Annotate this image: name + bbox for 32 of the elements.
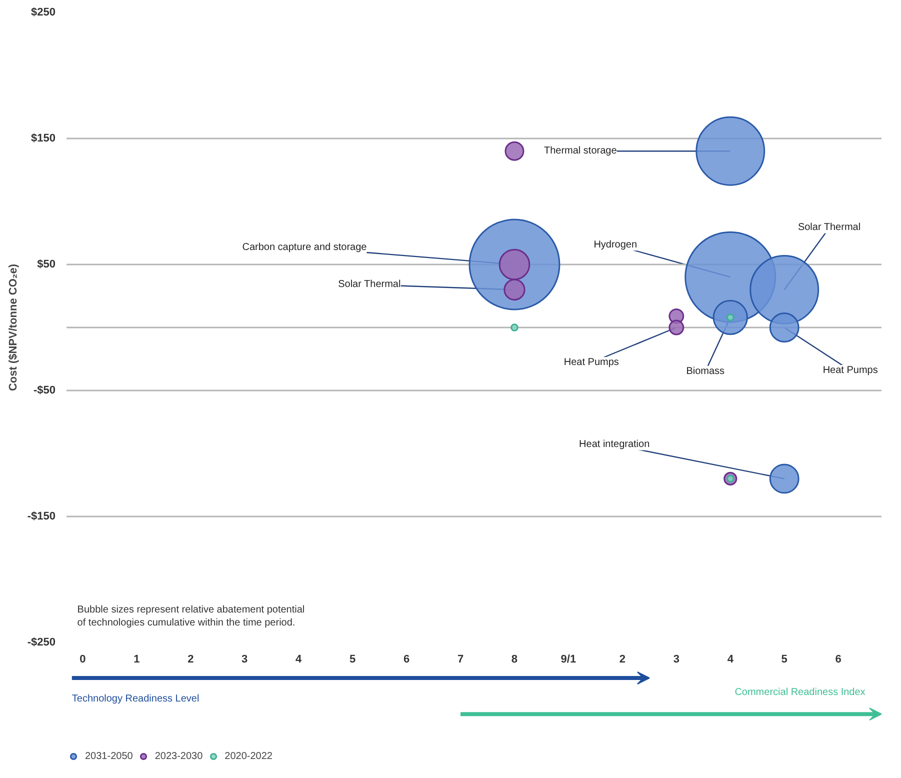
annotation: Biomass	[686, 366, 725, 377]
y-tick-label: -$150	[27, 510, 56, 522]
y-tick-label: -$250	[27, 636, 56, 648]
annotation: Heat Pumps	[564, 357, 619, 368]
annotation: Solar Thermal	[338, 279, 401, 290]
y-axis-title: Cost ($NPV/tonne CO₂e)	[7, 264, 20, 392]
y-tick-label: $150	[31, 132, 56, 144]
x-tick-label: 1	[134, 654, 140, 666]
x-tick-label: 4	[296, 654, 303, 666]
annotation: Carbon capture and storage	[242, 242, 368, 253]
annotation: Heat integration	[579, 439, 650, 450]
annotation: Bubble sizes represent relative abatement potential of technologies cumulative within the time period.	[77, 604, 305, 628]
annotation: Hydrogen	[594, 240, 638, 251]
text: Technology Readiness Level	[72, 693, 200, 704]
annotation: Thermal storage	[544, 146, 618, 157]
x-tick-label: 6	[403, 654, 410, 666]
legend-label: 2020-2022	[224, 750, 272, 762]
y-tick-label: -$50	[33, 384, 56, 396]
y-tick-label: $250	[31, 6, 56, 18]
annotation: Solar Thermal	[798, 222, 861, 234]
x-tick-label: 9/1	[560, 654, 576, 666]
x-tick-label: 8	[511, 654, 518, 666]
legend-label: 2031-2050	[85, 750, 133, 762]
x-tick-label: 2	[188, 654, 194, 666]
x-tick-label: 7	[457, 654, 464, 666]
x-tick-label: 3	[242, 654, 248, 666]
annotation: Heat Pumps	[822, 365, 878, 376]
x-tick-label: 5	[350, 654, 356, 666]
y-tick-label: $50	[37, 258, 56, 270]
text: Commercial Readiness Index	[734, 686, 866, 698]
x-tick-label: 0	[80, 654, 86, 666]
legend-label: 2023-2030	[154, 750, 203, 762]
